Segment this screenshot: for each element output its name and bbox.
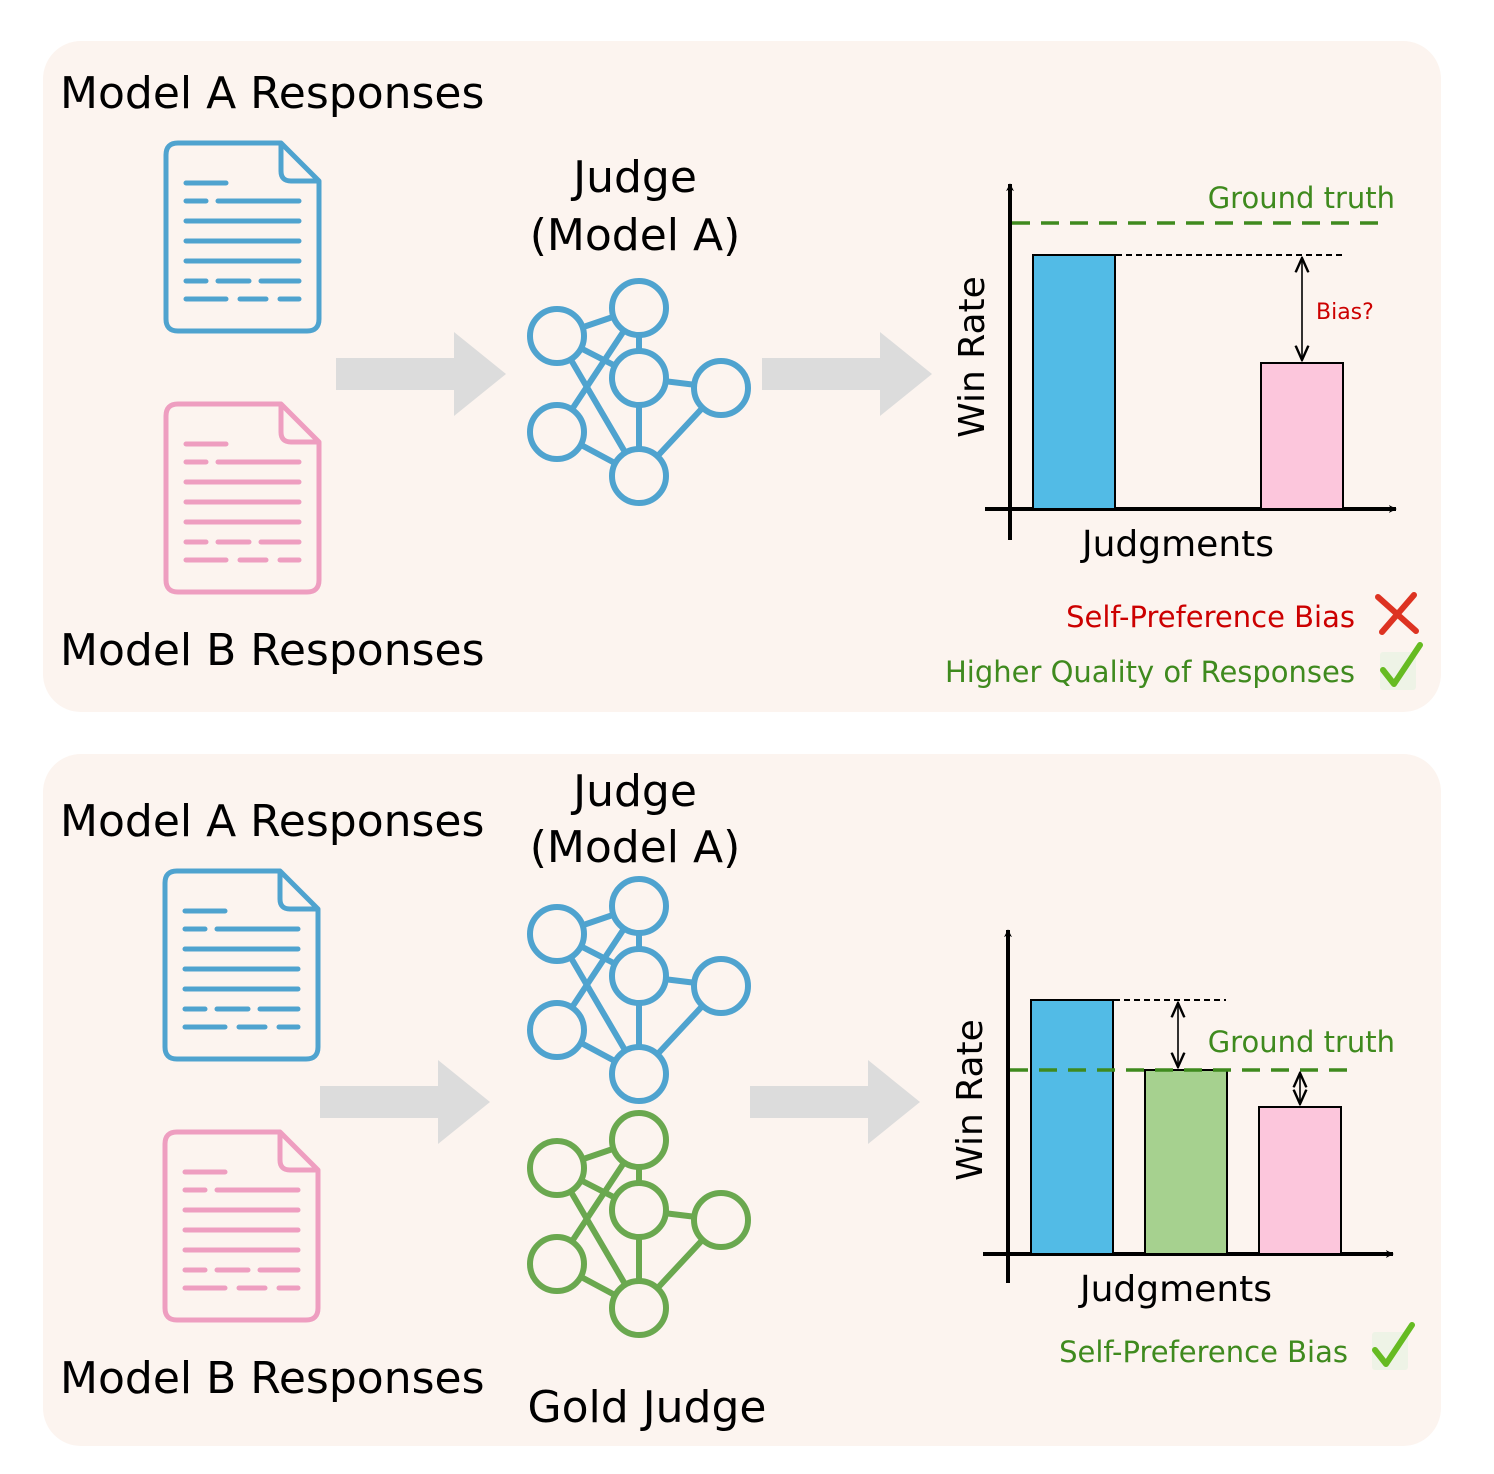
y-axis-label: Win Rate — [952, 276, 993, 438]
judge-label: Judge — [570, 152, 697, 203]
check-icon — [1380, 642, 1423, 690]
ground-truth-label: Ground truth — [1208, 1025, 1395, 1059]
model-b-label: Model B Responses — [60, 1353, 485, 1404]
bottom-panel-bg — [43, 754, 1441, 1446]
bottom-panel: Model A Responses Model B Responses Judg… — [43, 754, 1441, 1446]
bias-label: Bias? — [1316, 300, 1374, 325]
model-a-label: Model A Responses — [60, 68, 484, 119]
top-panel: Model A Responses Model B Responses Judg… — [43, 41, 1441, 712]
model-b-label: Model B Responses — [60, 625, 485, 676]
higher-quality-label: Higher Quality of Responses — [945, 655, 1355, 689]
win-rate-chart: Ground truth Win Rate Judgments — [950, 929, 1395, 1310]
judge-model-label: (Model A) — [530, 210, 741, 261]
bar-model-b — [1260, 362, 1344, 510]
cross-icon — [1375, 592, 1419, 635]
gold-judge-label: Gold Judge — [528, 1382, 767, 1433]
model-a-label: Model A Responses — [60, 796, 484, 847]
judge-model-label: (Model A) — [530, 822, 741, 873]
y-axis-label: Win Rate — [950, 1019, 991, 1181]
check-icon — [1372, 1322, 1415, 1370]
bar-model-b — [1258, 1106, 1342, 1255]
x-axis-label: Judgments — [1078, 1269, 1272, 1310]
judge-label: Judge — [570, 766, 697, 817]
bar-model-a — [1030, 999, 1114, 1255]
ground-truth-label: Ground truth — [1208, 181, 1395, 215]
self-preference-bias-label: Self-Preference Bias — [1059, 1335, 1348, 1369]
bar-gold-judge — [1144, 1069, 1228, 1255]
self-preference-bias-label: Self-Preference Bias — [1066, 600, 1355, 634]
win-rate-chart: Ground truth Bias? Win Rate Judgments — [952, 181, 1397, 565]
x-axis-label: Judgments — [1080, 524, 1274, 565]
bar-model-a — [1032, 254, 1116, 510]
